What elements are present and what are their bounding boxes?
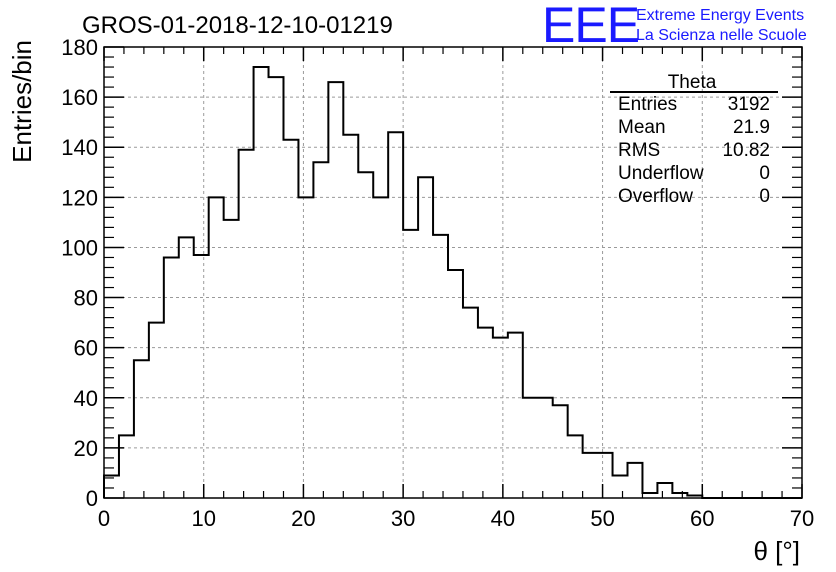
y-tick-label: 0 bbox=[86, 486, 98, 511]
y-tick-label: 20 bbox=[74, 436, 98, 461]
logo-line-2: La Scienza nelle Scuole bbox=[636, 27, 807, 44]
y-tick-label: 160 bbox=[61, 85, 98, 110]
y-tick-label: 80 bbox=[74, 286, 98, 311]
stats-value: 0 bbox=[759, 163, 770, 184]
eee-logo: EEE Extreme Energy Events La Scienza nel… bbox=[542, 0, 807, 53]
y-axis-label: Entries/bin bbox=[7, 40, 37, 163]
logo-line-1: Extreme Energy Events bbox=[636, 7, 804, 24]
y-tick-label: 60 bbox=[74, 336, 98, 361]
x-tick-labels: 0 10 20 30 40 50 60 70 bbox=[98, 506, 814, 531]
x-tick-label: 10 bbox=[191, 506, 215, 531]
x-tick-label: 40 bbox=[491, 506, 515, 531]
y-tick-label: 40 bbox=[74, 386, 98, 411]
y-tick-label: 180 bbox=[61, 35, 98, 60]
stats-value: 0 bbox=[759, 186, 770, 207]
stats-label: Overflow bbox=[618, 186, 693, 207]
plot-frame bbox=[103, 46, 803, 499]
stats-value: 21.9 bbox=[733, 117, 770, 138]
axis-ticks bbox=[103, 46, 803, 499]
histogram-series bbox=[103, 66, 802, 499]
stats-label: RMS bbox=[618, 140, 660, 161]
chart-title: GROS-01-2018-12-10-01219 bbox=[82, 12, 393, 39]
stats-title: Theta bbox=[668, 72, 717, 93]
x-tick-label: 50 bbox=[590, 506, 614, 531]
x-axis-label: θ [°] bbox=[753, 536, 800, 566]
x-tick-label: 20 bbox=[291, 506, 315, 531]
y-tick-label: 100 bbox=[61, 235, 98, 260]
stats-value: 3192 bbox=[728, 94, 770, 115]
y-tick-label: 120 bbox=[61, 185, 98, 210]
x-tick-label: 0 bbox=[98, 506, 110, 531]
stats-rows: Entries 3192 Mean 21.9 RMS 10.82 Underflow 0 Ove… bbox=[618, 94, 770, 207]
x-tick-label: 70 bbox=[790, 506, 814, 531]
x-tick-label: 60 bbox=[690, 506, 714, 531]
stats-value: 10.82 bbox=[722, 140, 770, 161]
stats-label: Entries bbox=[618, 94, 677, 115]
stats-label: Underflow bbox=[618, 163, 704, 184]
stats-label: Mean bbox=[618, 117, 666, 138]
grid-lines bbox=[104, 47, 802, 498]
x-tick-label: 30 bbox=[391, 506, 415, 531]
y-tick-labels: 0 20 40 60 80 100 120 140 160 180 bbox=[61, 35, 98, 511]
stats-box: Theta Entries 3192 Mean 21.9 RMS 10.82 Underfl… bbox=[610, 72, 778, 207]
y-tick-label: 140 bbox=[61, 135, 98, 160]
eee-logo-mark: EEE bbox=[542, 0, 639, 53]
